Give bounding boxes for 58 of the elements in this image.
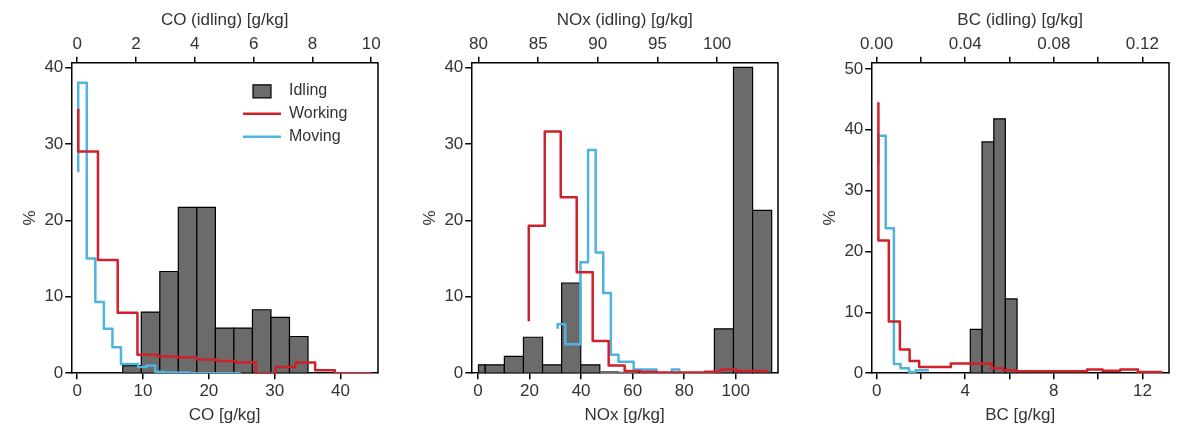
x2-tick-label: 4 — [190, 34, 200, 54]
y-tick-label: 20 — [44, 209, 64, 229]
y-tick-label: 30 — [844, 180, 864, 200]
x-axis-title: CO [g/kg] — [188, 405, 261, 425]
x-tick-label: 60 — [623, 381, 643, 401]
y-tick-label: 0 — [53, 362, 64, 382]
legend-label: Working — [289, 104, 348, 122]
x2-tick-label: 90 — [588, 34, 608, 54]
x-tick-label: 0 — [871, 381, 882, 401]
x-tick-label: 10 — [133, 381, 153, 401]
y-tick-label: 50 — [844, 58, 864, 78]
y-tick-label: 10 — [44, 286, 64, 306]
x2-tick-label: 85 — [528, 34, 548, 54]
y-tick-label: 20 — [444, 209, 464, 229]
x2-tick-label: 95 — [648, 34, 667, 54]
y-tick-label: 10 — [844, 302, 864, 322]
x2-tick-label: 0.12 — [1125, 34, 1159, 54]
y-tick-label: 30 — [44, 133, 64, 153]
x-axis-title: NOx [g/kg] — [584, 405, 665, 425]
legend-label: Idling — [289, 81, 328, 99]
x-tick-label: 0 — [72, 381, 82, 401]
y-axis-title: % — [19, 210, 39, 226]
legend-label: Moving — [289, 127, 341, 145]
x-tick-label: 12 — [1132, 381, 1152, 401]
x2-tick-label: 0.08 — [1037, 34, 1071, 54]
x2-axis-title: NOx (idling) [g/kg] — [556, 9, 693, 29]
x2-tick-label: 80 — [469, 34, 488, 54]
x-tick-label: 0 — [473, 381, 483, 401]
x-tick-label: 40 — [331, 381, 350, 401]
x2-tick-label: 10 — [361, 34, 381, 54]
x-axis-title: BC [g/kg] — [985, 405, 1056, 425]
x2-tick-label: 0.04 — [948, 34, 982, 54]
x-tick-label: 4 — [960, 381, 970, 401]
x2-tick-label: 6 — [248, 34, 259, 54]
x-tick-label: 30 — [265, 381, 285, 401]
y-tick-label: 40 — [844, 119, 864, 139]
y-tick-label: 40 — [444, 57, 464, 77]
x-tick-label: 8 — [1049, 381, 1059, 401]
x2-tick-label: 100 — [702, 34, 732, 54]
x-tick-label: 20 — [520, 381, 540, 401]
x-tick-label: 100 — [721, 381, 750, 401]
y-tick-label: 0 — [453, 362, 464, 382]
x2-tick-label: 0 — [72, 34, 82, 54]
x-tick-label: 40 — [571, 381, 591, 401]
y-tick-label: 0 — [853, 362, 864, 382]
x2-axis-title: CO (idling) [g/kg] — [160, 9, 289, 29]
y-tick-label: 20 — [844, 241, 864, 261]
y-axis-title: % — [819, 210, 839, 226]
x2-tick-label: 2 — [131, 34, 141, 54]
y-tick-label: 30 — [444, 133, 464, 153]
y-tick-label: 40 — [44, 57, 64, 77]
y-axis-title: % — [419, 210, 439, 226]
x2-axis-title: BC (idling) [g/kg] — [957, 9, 1083, 29]
x-tick-label: 80 — [674, 381, 694, 401]
x2-tick-label: 0.00 — [860, 34, 894, 54]
y-tick-label: 10 — [444, 286, 464, 306]
x2-tick-label: 8 — [307, 34, 318, 54]
x-tick-label: 20 — [199, 381, 219, 401]
